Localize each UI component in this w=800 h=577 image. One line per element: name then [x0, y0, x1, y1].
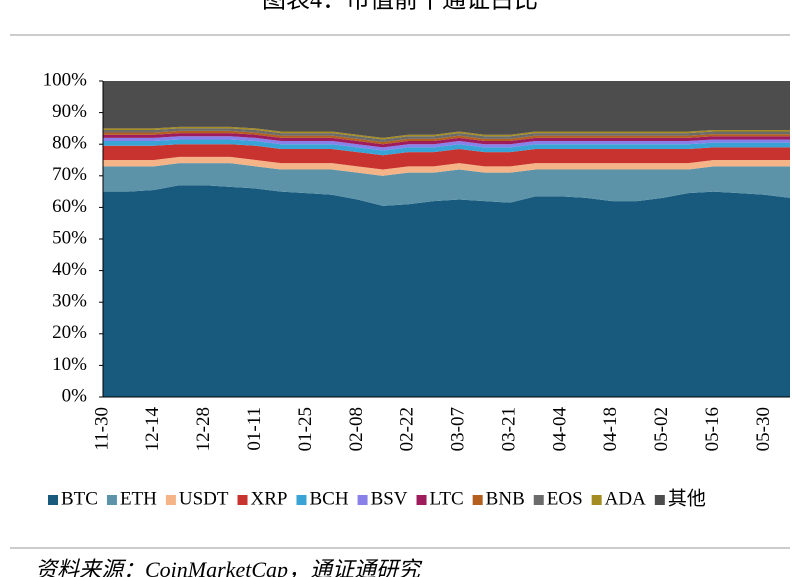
legend-swatch — [416, 495, 427, 505]
y-tick-label: 20% — [52, 322, 87, 343]
legend-label: ETH — [120, 488, 157, 509]
legend-label: XRP — [251, 488, 288, 509]
area — [103, 156, 790, 176]
y-tick-label: 100% — [43, 69, 88, 90]
y-tick-label: 50% — [52, 227, 87, 248]
legend-swatch — [654, 495, 665, 505]
y-tick-label: 80% — [52, 133, 87, 154]
x-tick-label: 05-30 — [753, 407, 774, 451]
legend-label: BSV — [371, 488, 408, 509]
legend-label: ADA — [605, 488, 646, 509]
area — [103, 81, 790, 138]
area — [103, 139, 790, 156]
legend-swatch — [357, 495, 368, 505]
y-tick-label: 90% — [52, 101, 87, 122]
area — [103, 163, 790, 206]
x-tick-label: 01-11 — [244, 407, 265, 451]
x-tick-label: 02-08 — [346, 407, 367, 451]
x-tick-label: 01-25 — [295, 407, 316, 451]
y-tick-label: 70% — [52, 164, 87, 185]
x-tick-label: 05-02 — [651, 407, 672, 451]
source-note: 资料来源：CoinMarketCap，通证通研究 — [35, 557, 423, 577]
y-tick-label: 30% — [52, 291, 87, 312]
legend-label: BNB — [486, 488, 525, 509]
x-tick-label: 04-04 — [549, 407, 570, 452]
legend-label: BCH — [309, 488, 348, 509]
legend-label: USDT — [179, 488, 229, 509]
legend-label: BTC — [61, 488, 98, 509]
y-tick-label: 0% — [62, 385, 88, 406]
legend-swatch — [533, 495, 544, 505]
area — [103, 185, 790, 397]
legend-swatch — [106, 495, 117, 505]
legend-label: EOS — [547, 488, 583, 509]
area — [103, 130, 790, 145]
x-tick-label: 05-16 — [702, 407, 723, 451]
x-tick-label: 02-22 — [397, 407, 418, 451]
chart-title: 图表4：市值前十通证占比 — [262, 0, 538, 14]
x-tick-label: 03-07 — [448, 407, 469, 451]
area — [103, 133, 790, 148]
x-tick-label: 11-30 — [91, 407, 112, 451]
legend-swatch — [48, 495, 58, 505]
legend-swatch — [472, 495, 483, 505]
legend-swatch — [296, 495, 307, 505]
y-tick-label: 10% — [52, 354, 87, 375]
area — [103, 136, 790, 151]
x-tick-label: 04-18 — [600, 407, 621, 451]
y-tick-label: 60% — [52, 196, 87, 217]
y-tick-label: 40% — [52, 259, 87, 280]
area — [103, 144, 790, 170]
legend-swatch — [237, 495, 248, 505]
legend-swatch — [591, 495, 602, 505]
legend-swatch — [165, 495, 176, 505]
legend-label: LTC — [430, 488, 464, 509]
x-tick-label: 12-28 — [193, 407, 214, 451]
area — [103, 128, 790, 142]
x-tick-label: 03-21 — [498, 407, 519, 451]
legend-label: 其他 — [668, 487, 706, 509]
x-tick-label: 12-14 — [142, 407, 163, 452]
